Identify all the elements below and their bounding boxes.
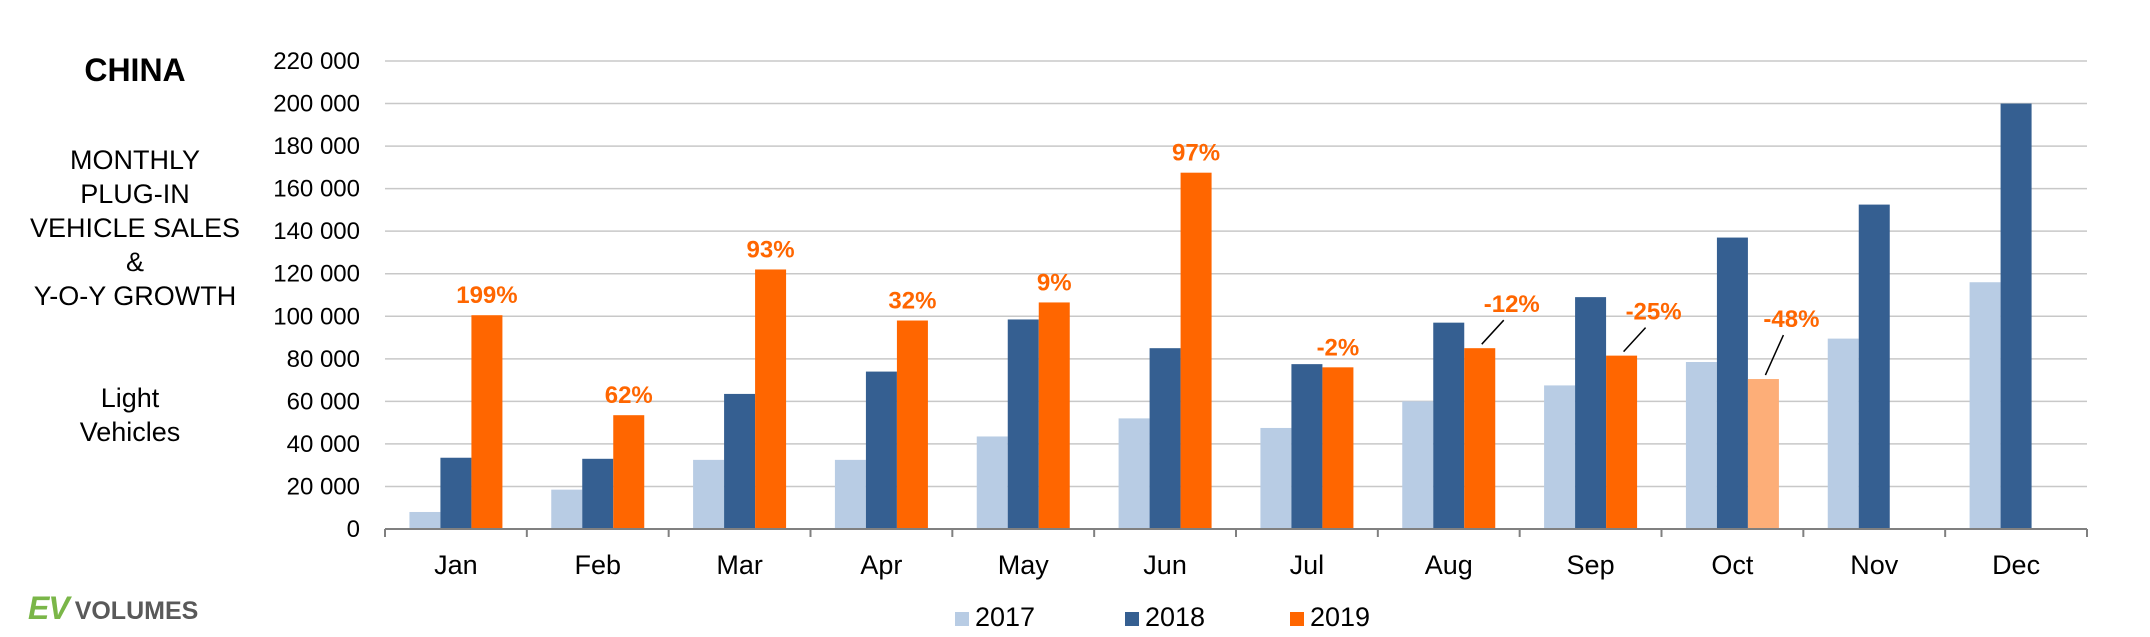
growth-label: 93%: [747, 236, 795, 263]
growth-label: 32%: [888, 288, 936, 315]
subtitle-line: PLUG-IN: [80, 179, 190, 209]
bar-2018-nov: [1858, 204, 1890, 529]
segment-line: Vehicles: [79, 417, 181, 447]
logo-ev-text: EV: [28, 590, 70, 626]
bar-2017-may: [976, 436, 1008, 529]
bar-2018-jun: [1149, 348, 1181, 529]
bar-2017-jan: [409, 511, 441, 529]
bar-2018-feb: [582, 458, 614, 529]
bar-2019-sep: [1606, 355, 1638, 529]
y-tick-label: 140 000: [273, 218, 360, 245]
bar-2017-nov: [1827, 338, 1859, 529]
bar-2017-oct: [1685, 362, 1717, 529]
growth-label: -25%: [1626, 299, 1682, 326]
x-category-label: Sep: [1567, 550, 1615, 580]
labels: 199% 62% 93% 32% 9% 97% -2% -12% -25% -48%: [456, 140, 1819, 410]
bar-2018-aug: [1433, 322, 1465, 529]
chart-subtitle: MONTHLY PLUG-IN VEHICLE SALES & Y-O-Y GR…: [5, 143, 265, 313]
legend-swatch-2019: [1290, 612, 1304, 626]
growth-label: -12%: [1484, 291, 1540, 318]
y-tick-label: 220 000: [273, 48, 360, 75]
bar-2017-dec: [1969, 282, 2001, 529]
bar-2019-jun: [1180, 172, 1212, 529]
y-tick-label: 60 000: [287, 388, 360, 415]
subtitle-line: VEHICLE SALES: [29, 213, 241, 243]
bar-2019-mar: [755, 269, 787, 529]
bar-2018-dec: [2000, 103, 2032, 529]
x-category-label: Jul: [1290, 550, 1325, 580]
x-category-label: Nov: [1850, 550, 1899, 580]
bar-2017-mar: [693, 459, 725, 529]
bar-2018-may: [1007, 319, 1039, 529]
bar-2017-aug: [1402, 401, 1434, 529]
x-category-label: Apr: [860, 550, 902, 580]
growth-leader-line: [1764, 334, 1785, 376]
bar-2017-jun: [1118, 418, 1150, 529]
legend-swatch-2018: [1125, 612, 1139, 626]
legend: 2017 2018 2019: [955, 602, 1370, 632]
y-tick-label: 20 000: [287, 473, 360, 500]
x-category-label: Jan: [434, 550, 478, 580]
vehicle-segment-label: Light Vehicles: [40, 381, 220, 449]
growth-label: 9%: [1037, 269, 1072, 296]
y-tick-label: 200 000: [273, 91, 360, 118]
y-tick-label: 100 000: [273, 303, 360, 330]
bar-2017-apr: [834, 459, 866, 529]
x-category-label: Oct: [1711, 550, 1754, 580]
growth-label: 62%: [605, 382, 653, 409]
x-category-label: Dec: [1992, 550, 2040, 580]
bar-2018-mar: [724, 393, 756, 529]
ev-volumes-logo: EV VOLUMES: [28, 590, 198, 627]
legend-label-2017: 2017: [975, 602, 1035, 632]
chart-region-title: CHINA: [84, 52, 186, 88]
growth-label: -48%: [1763, 306, 1819, 333]
growth-label: 199%: [456, 282, 517, 309]
subtitle-line: MONTHLY: [69, 145, 200, 175]
legend-label-2018: 2018: [1145, 602, 1205, 632]
y-tick-label: 160 000: [273, 176, 360, 203]
bar-2017-jul: [1260, 427, 1292, 529]
bars: [409, 103, 2032, 529]
bar-2018-jul: [1291, 364, 1323, 529]
bar-2019-may: [1038, 302, 1070, 529]
y-tick-label: 0: [347, 516, 360, 543]
x-category-label: Jun: [1143, 550, 1187, 580]
x-category-label: Mar: [716, 550, 763, 580]
subtitle-line: &: [125, 247, 144, 277]
bar-2018-jan: [440, 457, 472, 529]
logo-volumes-text: VOLUMES: [74, 597, 199, 625]
segment-line: Light: [100, 383, 160, 413]
bar-2019-feb: [613, 415, 645, 529]
growth-leader-line: [1481, 319, 1505, 345]
y-tick-label: 80 000: [287, 346, 360, 373]
bar-2019-jan: [471, 315, 503, 529]
bar-2019-jul: [1322, 367, 1354, 529]
bar-2017-feb: [551, 489, 583, 529]
y-tick-label: 40 000: [287, 431, 360, 458]
growth-label: -2%: [1317, 334, 1360, 361]
x-category-label: May: [998, 550, 1050, 580]
legend-label-2019: 2019: [1310, 602, 1370, 632]
bar-2019-aug: [1464, 348, 1496, 529]
bar-2017-sep: [1544, 385, 1576, 529]
bar-2019-oct: [1747, 379, 1779, 529]
x-category-label: Aug: [1425, 550, 1473, 580]
x-category-label: Feb: [574, 550, 621, 580]
y-tick-label: 180 000: [273, 133, 360, 160]
bar-2018-sep: [1575, 297, 1607, 529]
growth-label: 97%: [1172, 140, 1220, 167]
growth-leader-line: [1623, 327, 1647, 353]
bar-2018-oct: [1716, 237, 1748, 529]
subtitle-line: Y-O-Y GROWTH: [33, 281, 237, 311]
axes: 0 20 000 40 000 60 000 80 000 100 000 120 000 1…: [273, 48, 2088, 580]
bar-2019-apr: [896, 320, 928, 529]
y-tick-label: 120 000: [273, 261, 360, 288]
legend-swatch-2017: [955, 612, 969, 626]
gridlines: [385, 60, 2087, 488]
bar-2018-apr: [865, 371, 897, 529]
